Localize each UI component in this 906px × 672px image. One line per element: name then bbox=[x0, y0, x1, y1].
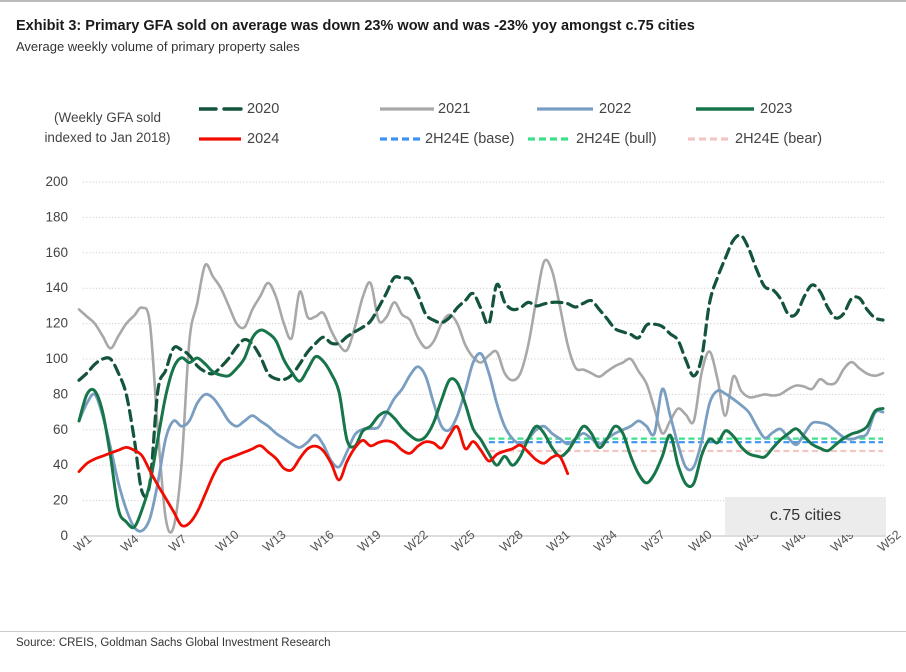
svg-text:200: 200 bbox=[45, 174, 68, 189]
svg-text:0: 0 bbox=[60, 528, 68, 543]
svg-text:20: 20 bbox=[53, 493, 68, 508]
svg-text:160: 160 bbox=[45, 245, 68, 260]
svg-text:40: 40 bbox=[53, 457, 68, 472]
svg-text:140: 140 bbox=[45, 280, 68, 295]
svg-text:120: 120 bbox=[45, 316, 68, 331]
svg-text:60: 60 bbox=[53, 422, 68, 437]
svg-text:100: 100 bbox=[45, 351, 68, 366]
svg-text:80: 80 bbox=[53, 386, 68, 401]
svg-text:180: 180 bbox=[45, 209, 68, 224]
